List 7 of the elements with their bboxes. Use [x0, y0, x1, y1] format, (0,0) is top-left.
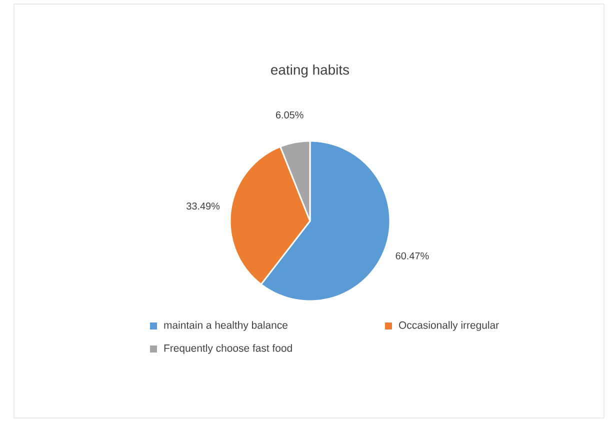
- legend-label: Occasionally irregular: [399, 321, 499, 331]
- data-label: 33.49%: [186, 202, 220, 210]
- data-label: 60.47%: [396, 252, 429, 260]
- chart-title: eating habits: [271, 64, 350, 78]
- legend-label: Frequently choose fast food: [164, 344, 292, 354]
- data-label: 6.05%: [276, 111, 304, 118]
- legend-label: maintain a healthy balance: [164, 321, 288, 331]
